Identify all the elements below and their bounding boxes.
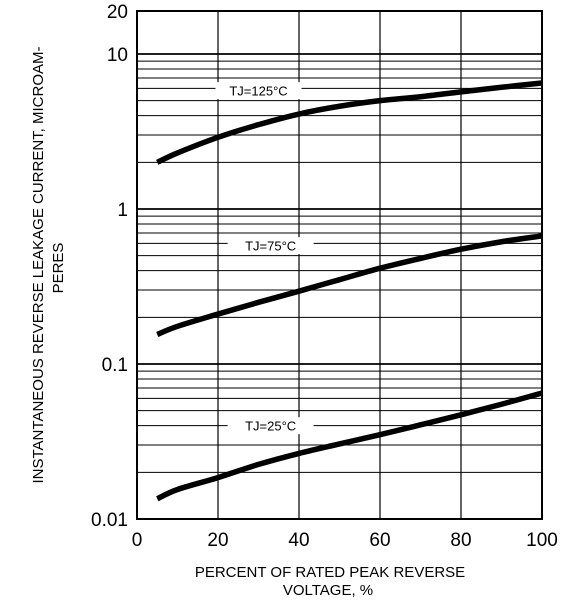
y-tick-label: 20 (107, 2, 128, 23)
x-tick-label: 20 (207, 530, 228, 551)
y-axis-title-line2: PERES (50, 243, 67, 294)
series-line-1 (156, 233, 543, 338)
series-label-1: TJ=75°C (245, 239, 296, 254)
y-tick-label: 0.01 (91, 510, 128, 531)
y-tick-label: 10 (107, 45, 128, 66)
series-lines (156, 80, 543, 502)
series-label-bg (215, 82, 302, 100)
x-tick-label: 40 (288, 530, 309, 551)
plot-frame (136, 10, 543, 520)
series-line-0 (156, 80, 543, 165)
tick-labels: 0 20 40 60 80 100 0.01 0.1 1 10 20 (91, 2, 558, 551)
x-tick-label: 80 (450, 530, 471, 551)
y-axis-title-line1: INSTANTANEOUS REVERSE LEAKAGE CURRENT, M… (30, 46, 47, 483)
x-axis-title-line2: VOLTAGE, % (283, 582, 373, 599)
y-tick-label: 1 (117, 200, 128, 221)
series-label-2: TJ=25°C (245, 419, 296, 434)
series-label-bg (227, 417, 314, 435)
x-tick-label: 0 (132, 530, 143, 551)
y-tick-label: 0.1 (102, 355, 128, 376)
series-line-2 (156, 390, 543, 502)
grid-lines (137, 11, 542, 519)
x-tick-label: 100 (526, 530, 558, 551)
series-label-bg (227, 237, 314, 255)
series-labels: TJ=125°C TJ=75°C TJ=25°C (215, 82, 314, 435)
x-tick-label: 60 (369, 530, 390, 551)
x-axis-title-line1: PERCENT OF RATED PEAK REVERSE (195, 564, 465, 581)
series-label-0: TJ=125°C (229, 84, 287, 99)
